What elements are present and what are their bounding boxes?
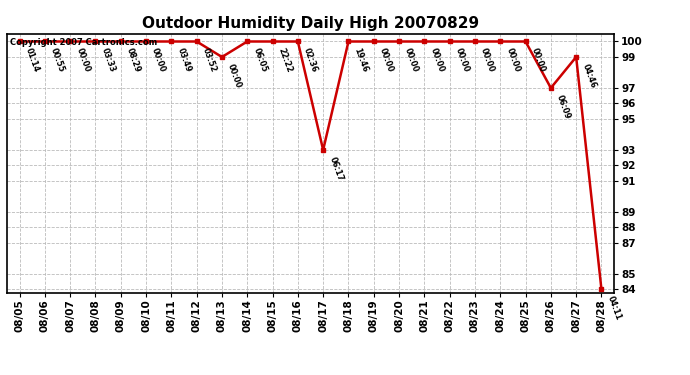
Text: 06:09: 06:09	[555, 93, 572, 120]
Text: 00:00: 00:00	[403, 47, 420, 74]
Text: 00:00: 00:00	[226, 63, 243, 89]
Text: 02:36: 02:36	[302, 47, 319, 74]
Text: 03:49: 03:49	[175, 47, 193, 74]
Text: 00:00: 00:00	[150, 47, 167, 74]
Text: 00:00: 00:00	[75, 47, 91, 74]
Text: 06:05: 06:05	[251, 47, 268, 74]
Text: 00:00: 00:00	[378, 47, 395, 74]
Text: 00:00: 00:00	[428, 47, 446, 74]
Text: 04:11: 04:11	[606, 295, 622, 322]
Text: 08:29: 08:29	[125, 47, 142, 74]
Text: 03:33: 03:33	[99, 47, 117, 74]
Text: 00:55: 00:55	[49, 47, 66, 74]
Text: 06:17: 06:17	[327, 156, 344, 182]
Title: Outdoor Humidity Daily High 20070829: Outdoor Humidity Daily High 20070829	[142, 16, 479, 31]
Text: 22:22: 22:22	[277, 47, 294, 74]
Text: 04:46: 04:46	[580, 63, 598, 89]
Text: 01:14: 01:14	[23, 47, 41, 74]
Text: 00:00: 00:00	[504, 47, 522, 74]
Text: 00:00: 00:00	[479, 47, 496, 74]
Text: 00:00: 00:00	[454, 47, 471, 74]
Text: 19:46: 19:46	[353, 47, 370, 74]
Text: 00:00: 00:00	[530, 47, 546, 74]
Text: 03:52: 03:52	[201, 47, 218, 74]
Text: Copyright 2007 Cartronics.com: Copyright 2007 Cartronics.com	[10, 38, 157, 46]
